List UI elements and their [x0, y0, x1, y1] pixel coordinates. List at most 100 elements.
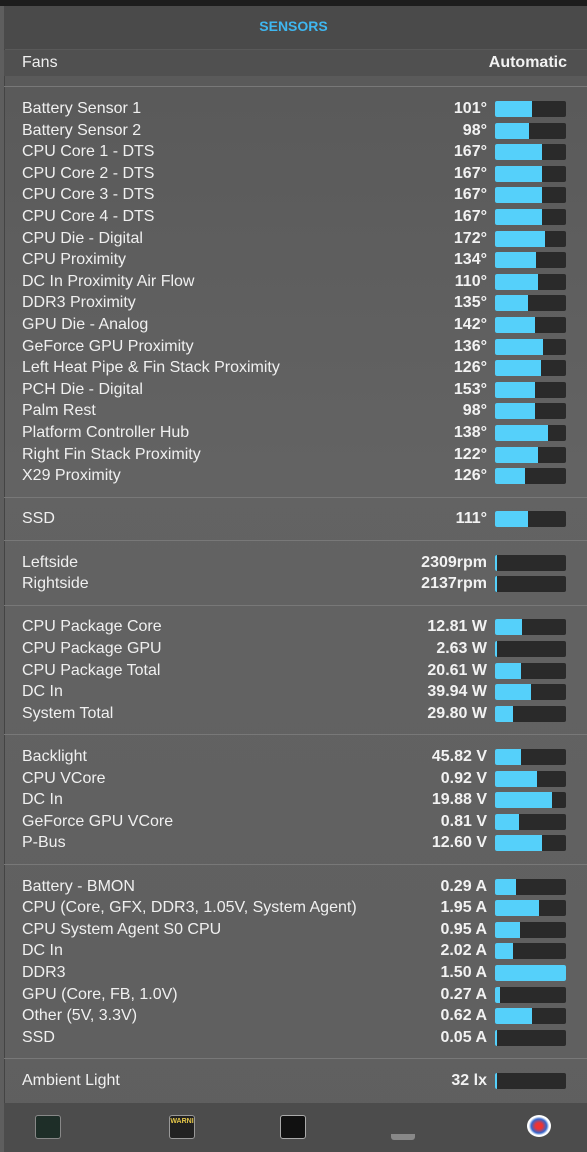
- sensor-name: Right Fin Stack Proximity: [22, 445, 201, 463]
- level-track: [495, 381, 566, 398]
- level-track: [495, 446, 566, 463]
- sensor-name: GPU (Core, FB, 1.0V): [22, 985, 178, 1003]
- header-title: SENSORS: [259, 18, 328, 34]
- separator: [4, 1058, 587, 1059]
- sensor-value: 2.63 W: [436, 640, 487, 657]
- sensor-name: DC In: [22, 942, 63, 960]
- sensor-name: CPU Core 4 - DTS: [22, 208, 155, 225]
- level-bar: [495, 165, 542, 182]
- level-track: [495, 792, 566, 809]
- level-bar: [495, 921, 520, 938]
- sensor-name: Ambient Light: [22, 1072, 120, 1089]
- sensor-value: 1.50 A: [440, 964, 487, 981]
- level-bar: [495, 662, 522, 679]
- sensor-value: 39.94 W: [427, 683, 487, 701]
- level-bar: [495, 425, 549, 441]
- level-bar: [495, 749, 522, 765]
- sensor-name: Leftside: [22, 553, 79, 571]
- sensor-value: 167°: [453, 143, 487, 161]
- sensor-value: 142°: [453, 316, 487, 333]
- sensor-value: 98°: [462, 121, 487, 139]
- level-track: [495, 662, 566, 679]
- sensor-name: CPU VCore: [22, 769, 106, 787]
- sensor-value: 32 lx: [451, 1072, 487, 1089]
- level-track: [495, 1073, 566, 1089]
- level-track: [495, 101, 566, 117]
- level-bar: [495, 900, 540, 917]
- sensor-value: 136°: [453, 337, 487, 355]
- sensor-value: 0.27 A: [440, 985, 487, 1003]
- fans-row[interactable]: [4, 50, 587, 76]
- level-track: [495, 965, 566, 981]
- sensor-name: CPU Package Total: [22, 661, 161, 679]
- level-bar: [495, 792, 552, 809]
- level-bar: [495, 209, 542, 225]
- level-track: [495, 813, 566, 830]
- level-bar: [495, 835, 542, 852]
- level-track: [495, 144, 566, 161]
- level-track: [495, 165, 566, 182]
- level-track: [495, 749, 566, 765]
- level-bar: [495, 446, 538, 463]
- level-bar: [495, 1029, 498, 1046]
- sensor-value: 167°: [453, 186, 487, 204]
- level-bar: [495, 813, 520, 830]
- sensor-value: 0.95 A: [440, 920, 487, 938]
- level-bar: [495, 360, 542, 377]
- level-track: [495, 338, 566, 355]
- level-bar: [495, 338, 544, 355]
- level-bar: [495, 273, 538, 290]
- sensor-name: CPU System Agent S0 CPU: [22, 920, 222, 938]
- level-track: [495, 360, 566, 377]
- level-bar: [495, 576, 498, 593]
- dashboard-icon[interactable]: [527, 1115, 551, 1137]
- sensor-name: GeForce GPU Proximity: [22, 337, 194, 355]
- fans-label: Fans: [22, 54, 58, 71]
- separator: [4, 497, 587, 498]
- console-icon[interactable]: WARNI: [169, 1115, 195, 1139]
- sensor-value: 134°: [453, 251, 487, 269]
- terminal-icon[interactable]: [280, 1115, 306, 1139]
- sensor-value: 2309rpm: [421, 553, 487, 571]
- sensor-value: 1.95 A: [440, 899, 487, 917]
- level-bar: [495, 1073, 498, 1089]
- level-track: [495, 295, 566, 312]
- level-track: [495, 1029, 566, 1046]
- level-bar: [495, 641, 498, 657]
- level-bar: [495, 511, 528, 528]
- level-track: [495, 209, 566, 225]
- level-track: [495, 511, 566, 528]
- menu-bar: [0, 0, 587, 6]
- level-track: [495, 317, 566, 333]
- sensors-panel: [4, 6, 587, 1152]
- sensor-name: Left Heat Pipe & Fin Stack Proximity: [22, 359, 280, 377]
- sensor-name: Battery Sensor 2: [22, 121, 142, 139]
- sensor-value: 153°: [453, 380, 487, 398]
- sensor-name: Rightside: [22, 575, 89, 593]
- level-track: [495, 986, 566, 1003]
- level-track: [495, 122, 566, 139]
- level-bar: [495, 317, 535, 333]
- sensor-name: PCH Die - Digital: [22, 380, 143, 398]
- sensor-name: GPU Die - Analog: [22, 316, 149, 333]
- network-icon[interactable]: [391, 1124, 415, 1140]
- activity-icon[interactable]: [35, 1115, 61, 1139]
- sensor-value: 20.61 W: [427, 661, 487, 679]
- sensor-name: GeForce GPU VCore: [22, 812, 174, 830]
- sensor-name: DDR3: [22, 964, 66, 981]
- level-track: [495, 641, 566, 657]
- sensor-name: DDR3 Proximity: [22, 294, 136, 312]
- fans-mode[interactable]: Automatic: [488, 54, 567, 71]
- sensor-value: 2137rpm: [421, 575, 487, 593]
- level-track: [495, 252, 566, 269]
- level-track: [495, 468, 566, 485]
- level-bar: [495, 965, 566, 981]
- sensor-value: 126°: [453, 359, 487, 377]
- level-bar: [495, 252, 537, 269]
- level-bar: [495, 878, 517, 895]
- level-track: [495, 554, 566, 571]
- sensor-value: 122°: [453, 445, 487, 463]
- level-track: [495, 900, 566, 917]
- sensor-value: 0.29 A: [440, 877, 487, 895]
